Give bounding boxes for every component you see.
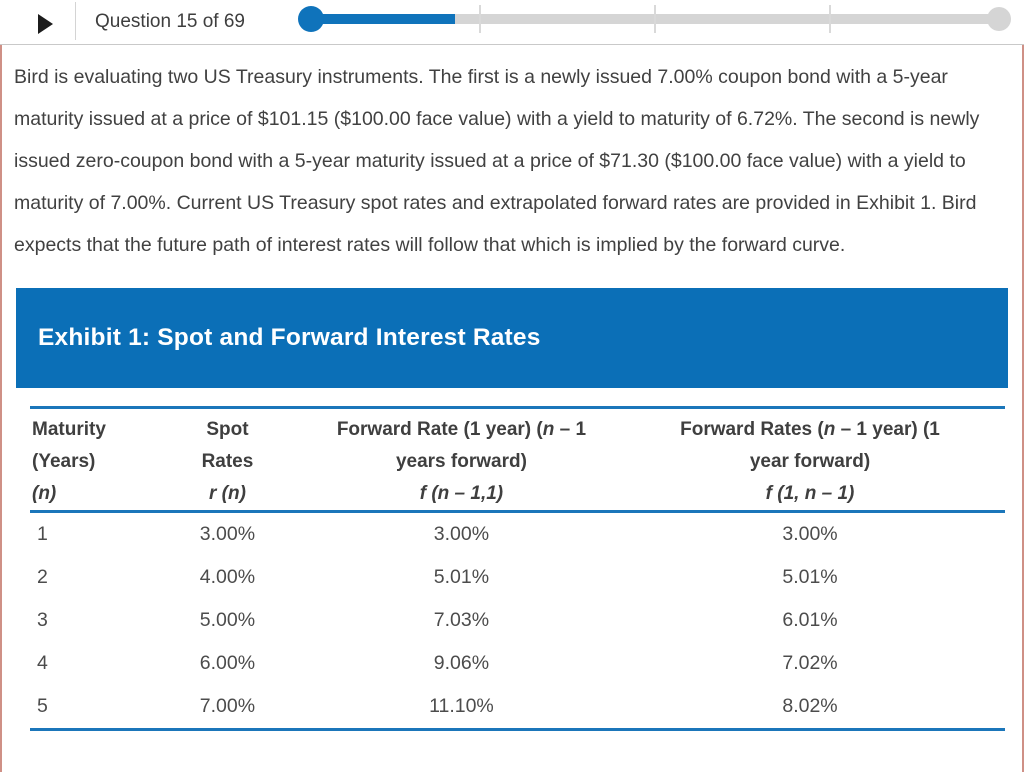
header-line: f (n – 1,1) <box>308 478 615 510</box>
header-text-segment: years forward) <box>395 451 527 472</box>
table-row: 3 5.00% 7.03% 6.01% <box>30 599 1005 642</box>
exhibit-title: Exhibit 1: Spot and Forward Interest Rat… <box>38 324 541 351</box>
table-row: 1 3.00% 3.00% 3.00% <box>30 513 1005 556</box>
header-line: years forward) <box>308 446 615 478</box>
header-text-segment: (Years) <box>32 451 96 472</box>
progress-fill <box>305 14 455 24</box>
header-line: year forward) <box>615 446 1005 478</box>
play-button[interactable] <box>38 9 60 35</box>
table-cell: 11.10% <box>429 695 494 717</box>
play-icon <box>38 13 53 34</box>
header-text-segment: n <box>823 419 836 440</box>
table-body: 1 3.00% 3.00% 3.00% 2 4.00% 5.01% 5.01% 3 5.00% 7.… <box>30 513 1005 728</box>
table-header-cell: Forward Rate (1 year) (n – 1 years forwar… <box>308 414 615 510</box>
question-counter: Question 15 of 69 <box>95 11 245 32</box>
header-line: (n) <box>32 478 147 510</box>
table-cell: 5 <box>37 695 48 717</box>
table-row: 5 7.00% 11.10% 8.02% <box>30 685 1005 728</box>
header-text-segment: n <box>542 419 555 440</box>
table-cell: 7.02% <box>782 652 838 674</box>
header-line: Spot <box>147 414 308 446</box>
header-bar: Question 15 of 69 <box>0 0 1024 45</box>
header-text-segment: Spot <box>206 419 249 440</box>
exhibit-banner: Exhibit 1: Spot and Forward Interest Rat… <box>16 288 1008 388</box>
table-cell: 4.00% <box>199 566 256 588</box>
header-line: r (n) <box>147 478 308 510</box>
header-divider <box>75 2 76 40</box>
exhibit-table: Maturity (Years) (n) Spot Rates r (n) Forward … <box>30 406 1005 731</box>
header-text-segment: – 1 year) (1 <box>835 419 940 440</box>
header-line: f (1, n – 1) <box>615 478 1005 510</box>
progress-thumb[interactable] <box>298 6 324 32</box>
table-cell: 4 <box>37 652 48 674</box>
table-header-cell: Spot Rates r (n) <box>147 414 308 510</box>
table-header-row: Maturity (Years) (n) Spot Rates r (n) Forward … <box>30 409 1005 513</box>
table-header-cell: Maturity (Years) (n) <box>30 414 147 510</box>
table-cell: 3.00% <box>199 523 256 545</box>
table-cell: 2 <box>37 566 48 588</box>
header-line: Forward Rates (n – 1 year) (1 <box>615 414 1005 446</box>
header-line: Forward Rate (1 year) (n – 1 <box>308 414 615 446</box>
header-text-segment: Forward Rates ( <box>680 419 824 440</box>
header-text-segment: (n) <box>32 483 57 504</box>
header-text-segment: f (1, n – 1) <box>765 483 855 504</box>
table-header-cell: Forward Rates (n – 1 year) (1 year forwar… <box>615 414 1005 510</box>
table-cell: 3.00% <box>433 523 490 545</box>
table-cell: 7.00% <box>199 695 256 717</box>
progress-slider[interactable] <box>298 5 1011 33</box>
table-cell: 6.00% <box>199 652 256 674</box>
table-cell: 9.06% <box>433 652 490 674</box>
table-cell: 5.01% <box>433 566 490 588</box>
progress-tick <box>654 5 656 33</box>
table-cell: 8.02% <box>782 695 838 717</box>
progress-tick <box>479 5 481 33</box>
table-cell: 3.00% <box>782 523 838 545</box>
header-text-segment: year forward) <box>749 451 871 472</box>
question-panel: Bird is evaluating two US Treasury instr… <box>0 45 1024 772</box>
header-text-segment: f (n – 1,1) <box>419 483 504 504</box>
header-text-segment: Forward Rate (1 year) ( <box>336 419 543 440</box>
table-cell: 7.03% <box>433 609 490 631</box>
table-cell: 1 <box>37 523 48 545</box>
table-cell: 3 <box>37 609 48 631</box>
table-cell: 6.01% <box>782 609 838 631</box>
header-text-segment: – 1 <box>554 419 587 440</box>
table-cell: 5.00% <box>199 609 256 631</box>
header-line: Maturity <box>32 414 147 446</box>
header-line: (Years) <box>32 446 147 478</box>
progress-end-cap <box>987 7 1011 31</box>
header-text-segment: r (n) <box>208 483 246 504</box>
header-text-segment: Maturity <box>32 419 106 440</box>
table-row: 4 6.00% 9.06% 7.02% <box>30 642 1005 685</box>
header-line: Rates <box>147 446 308 478</box>
table-row: 2 4.00% 5.01% 5.01% <box>30 556 1005 599</box>
header-text-segment: Rates <box>201 451 254 472</box>
table-cell: 5.01% <box>782 566 838 588</box>
question-text: Bird is evaluating two US Treasury instr… <box>14 66 980 256</box>
progress-tick <box>829 5 831 33</box>
